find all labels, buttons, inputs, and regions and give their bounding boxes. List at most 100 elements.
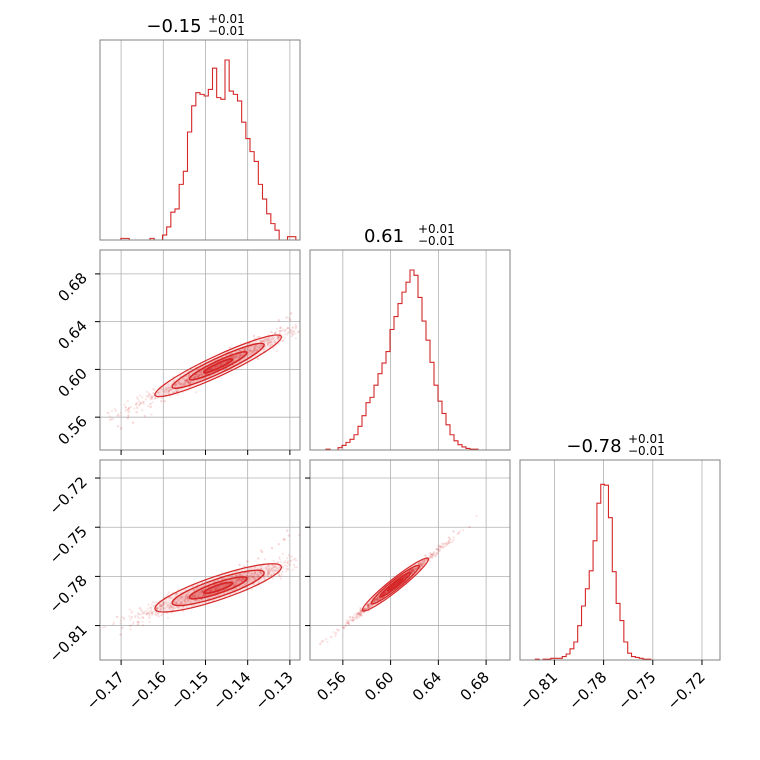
sample-point bbox=[188, 382, 192, 385]
sample-point bbox=[377, 594, 380, 598]
sample-point bbox=[195, 391, 198, 394]
sample-point bbox=[410, 569, 413, 572]
tail-point bbox=[350, 618, 353, 622]
sample-point bbox=[316, 560, 318, 562]
sample-point bbox=[237, 573, 240, 577]
sample-point bbox=[135, 403, 138, 406]
sample-point bbox=[292, 330, 295, 333]
sample-point bbox=[186, 381, 190, 384]
sample-point bbox=[288, 317, 291, 320]
sample-point bbox=[201, 374, 204, 377]
sample-point bbox=[439, 549, 442, 552]
sample-point bbox=[280, 573, 284, 576]
sample-point bbox=[274, 331, 277, 334]
sample-point bbox=[137, 399, 141, 403]
sample-point bbox=[178, 381, 181, 385]
sample-point bbox=[422, 559, 425, 562]
sample-point bbox=[420, 563, 423, 567]
sample-point bbox=[234, 356, 237, 359]
sample-point bbox=[266, 338, 270, 341]
tail-point bbox=[447, 541, 451, 545]
sample-point bbox=[163, 393, 167, 396]
sample-point bbox=[259, 339, 263, 342]
sample-point bbox=[247, 576, 250, 579]
sample-point bbox=[187, 373, 191, 376]
tail-point bbox=[163, 399, 166, 403]
ytick-label-1-2: 0.64 bbox=[54, 317, 90, 353]
tail-point bbox=[447, 536, 451, 539]
sample-point bbox=[146, 612, 149, 615]
tail-point bbox=[435, 552, 438, 555]
sample-point bbox=[366, 607, 370, 610]
sample-point bbox=[179, 383, 182, 386]
sample-point bbox=[268, 572, 271, 575]
tail-point bbox=[154, 613, 157, 616]
sample-point bbox=[282, 567, 285, 570]
sample-point bbox=[403, 575, 407, 579]
sample-point bbox=[243, 352, 246, 355]
sample-point bbox=[184, 378, 187, 381]
sample-point bbox=[138, 403, 141, 406]
sample-point bbox=[378, 597, 382, 600]
sample-point bbox=[247, 575, 250, 578]
sample-point bbox=[243, 577, 246, 580]
sample-point bbox=[368, 604, 371, 607]
sample-point bbox=[247, 346, 250, 349]
sample-point bbox=[376, 598, 379, 601]
sample-point bbox=[174, 383, 177, 387]
sample-point bbox=[334, 634, 337, 637]
sample-point bbox=[316, 554, 318, 556]
sample-point bbox=[141, 620, 144, 623]
sample-point bbox=[191, 380, 195, 383]
sample-point bbox=[184, 601, 187, 605]
contour-level-0 bbox=[361, 557, 430, 612]
sample-point bbox=[156, 614, 159, 617]
sample-point bbox=[245, 580, 249, 583]
sample-point bbox=[151, 401, 154, 404]
sample-point bbox=[266, 574, 270, 577]
sample-point bbox=[276, 336, 279, 339]
sample-point bbox=[175, 601, 178, 605]
sample-point bbox=[188, 381, 191, 384]
sample-point bbox=[160, 614, 163, 617]
tail-point bbox=[346, 621, 350, 624]
sample-point bbox=[423, 561, 426, 564]
sample-point bbox=[151, 612, 154, 615]
sample-point bbox=[287, 560, 290, 563]
sample-point bbox=[236, 578, 239, 581]
sample-point bbox=[370, 604, 373, 607]
sample-point bbox=[157, 392, 161, 395]
sample-point bbox=[342, 626, 345, 629]
sample-point bbox=[184, 597, 187, 600]
sample-point bbox=[235, 580, 238, 583]
sample-point bbox=[119, 619, 122, 622]
sample-point bbox=[272, 337, 275, 340]
sample-point bbox=[251, 575, 254, 579]
sample-point bbox=[240, 578, 244, 581]
sample-point bbox=[214, 366, 217, 369]
sample-point bbox=[269, 341, 272, 344]
sample-point bbox=[282, 339, 285, 342]
tail-point bbox=[278, 326, 282, 330]
sample-point bbox=[174, 383, 177, 386]
sample-point bbox=[186, 597, 189, 600]
sample-point bbox=[376, 596, 379, 599]
sample-point bbox=[167, 591, 170, 594]
xtick-label-0-4: −0.13 bbox=[251, 668, 296, 713]
sample-point bbox=[180, 601, 183, 605]
hist-title-upper-1: +0.01 bbox=[418, 222, 455, 236]
sample-point bbox=[174, 602, 178, 605]
sample-point bbox=[411, 569, 414, 572]
pair-panel-2 bbox=[319, 514, 478, 646]
sample-point bbox=[375, 597, 378, 600]
sample-point bbox=[208, 368, 211, 371]
sample-point bbox=[376, 596, 380, 599]
sample-point bbox=[185, 597, 188, 600]
sample-point bbox=[250, 572, 253, 575]
sample-point bbox=[198, 373, 201, 377]
sample-point bbox=[234, 355, 238, 358]
sample-point bbox=[259, 344, 262, 347]
sample-point bbox=[267, 572, 270, 576]
sample-point bbox=[243, 347, 246, 351]
sample-point bbox=[410, 571, 413, 574]
